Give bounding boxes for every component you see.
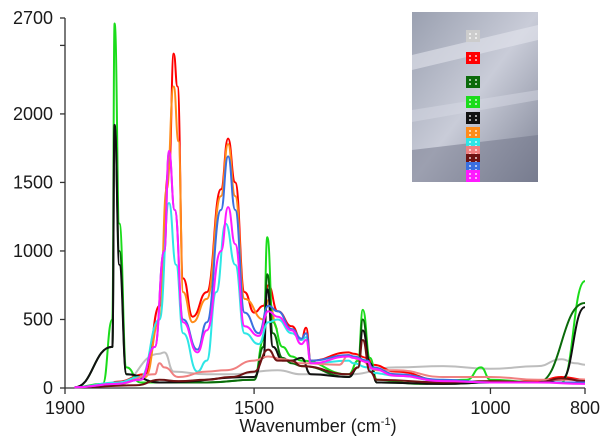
inset-marker-dot xyxy=(469,33,471,35)
inset-marker-dot xyxy=(469,134,471,136)
x-tick-label-1000: 1000 xyxy=(470,398,510,418)
x-tick-label-1900: 1900 xyxy=(45,398,85,418)
inset-marker-dot xyxy=(469,55,471,57)
series-line-3 xyxy=(74,85,279,389)
inset-marker-dot xyxy=(475,119,477,121)
inset-marker-dot xyxy=(469,103,471,105)
series-line-11 xyxy=(74,149,586,389)
inset-marker-dot xyxy=(469,99,471,101)
inset-marker-1 xyxy=(466,30,480,42)
inset-marker-3 xyxy=(466,76,480,88)
x-axis-title-tail: ) xyxy=(391,416,397,436)
inset-marker-dot xyxy=(475,59,477,61)
series-line-7 xyxy=(74,202,585,389)
inset-marker-dot xyxy=(469,59,471,61)
inset-marker-dot xyxy=(469,177,471,179)
x-axis-title-sup: -1 xyxy=(381,416,391,428)
y-tick-label-0: 0 xyxy=(43,378,53,398)
inset-marker-dot xyxy=(469,130,471,132)
inset-marker-11 xyxy=(466,170,480,182)
x-axis-title-main: Wavenumber (cm xyxy=(239,416,380,436)
inset-marker-dot xyxy=(475,79,477,81)
inset-marker-dot xyxy=(475,55,477,57)
ticks xyxy=(60,17,586,394)
axes xyxy=(64,18,585,389)
y-tick-label-2000: 2000 xyxy=(13,104,53,124)
y-tick-label-1500: 1500 xyxy=(13,172,53,192)
inset-marker-dot xyxy=(475,37,477,39)
x-axis-title: Wavenumber (cm-1) xyxy=(239,416,396,436)
inset-marker-dot xyxy=(475,173,477,175)
inset-marker-dot xyxy=(475,33,477,35)
inset-marker-dot xyxy=(475,103,477,105)
inset-markers xyxy=(466,30,480,182)
inset-highlight xyxy=(412,25,538,70)
series-lines xyxy=(74,22,586,389)
inset-marker-5 xyxy=(466,112,480,124)
series-line-1 xyxy=(74,351,586,389)
inset-marker-4 xyxy=(466,96,480,108)
inset-marker-dot xyxy=(469,83,471,85)
inset-marker-dot xyxy=(475,115,477,117)
x-tick-label-800: 800 xyxy=(570,398,600,418)
inset-marker-dot xyxy=(475,157,477,159)
inset-marker-dot xyxy=(475,165,477,167)
inset-marker-2 xyxy=(466,52,480,64)
inset-marker-dot xyxy=(475,149,477,151)
inset-marker-dot xyxy=(475,134,477,136)
inset-marker-dot xyxy=(469,149,471,151)
inset-marker-dot xyxy=(469,165,471,167)
inset-marker-dot xyxy=(469,157,471,159)
inset-marker-dot xyxy=(469,115,471,117)
x-tick-label-1500: 1500 xyxy=(234,398,274,418)
inset-marker-dot xyxy=(475,130,477,132)
y-tick-label-2700: 2700 xyxy=(13,8,53,28)
inset-marker-dot xyxy=(469,119,471,121)
inset-marker-dot xyxy=(475,177,477,179)
y-tick-label-1000: 1000 xyxy=(13,241,53,261)
inset-photo xyxy=(412,12,538,182)
inset-marker-dot xyxy=(475,141,477,143)
inset-marker-dot xyxy=(469,141,471,143)
inset-marker-dot xyxy=(475,83,477,85)
y-tick-label-500: 500 xyxy=(23,309,53,329)
inset-marker-dot xyxy=(475,99,477,101)
inset-marker-dot xyxy=(469,173,471,175)
tick-labels: 0 500 1000 1500 2000 2700 1900 1500 1000 800 xyxy=(13,8,600,418)
inset-marker-dot xyxy=(469,37,471,39)
inset-marker-6 xyxy=(466,127,480,139)
inset-marker-dot xyxy=(469,79,471,81)
